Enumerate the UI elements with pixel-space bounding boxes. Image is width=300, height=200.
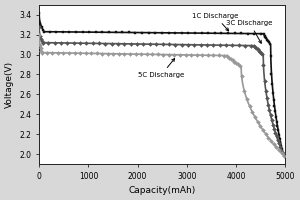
Text: 1C Discharge: 1C Discharge — [192, 13, 238, 31]
Y-axis label: Voltage(V): Voltage(V) — [5, 61, 14, 108]
X-axis label: Capacity(mAh): Capacity(mAh) — [129, 186, 196, 195]
Text: 5C Discharge: 5C Discharge — [138, 59, 184, 78]
Text: 3C Discharge: 3C Discharge — [226, 20, 273, 43]
